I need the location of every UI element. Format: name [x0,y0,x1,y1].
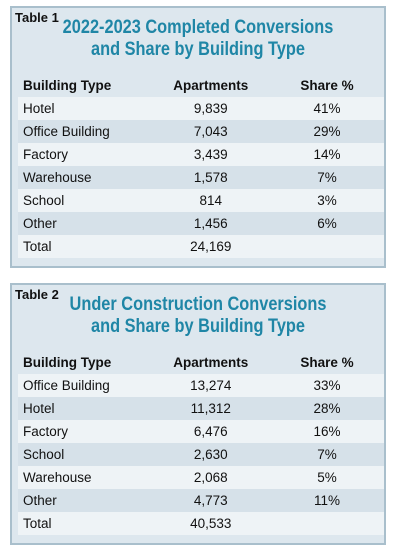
cell-building-type: Factory [18,420,152,443]
cell-apartments: 11,312 [151,397,271,420]
cell-share: 29% [270,120,384,143]
cell-apartments: 814 [151,189,271,212]
title-line-2: and Share by Building Type [91,316,305,337]
header-building-type: Building Type [18,74,152,97]
cell-apartments: 7,043 [151,120,271,143]
table-title: 2022-2023 Completed Conversions and Shar… [38,17,358,61]
cell-share: 33% [270,374,384,397]
cell-building-type: Office Building [18,374,152,397]
table-row: Other 1,456 6% [18,212,384,235]
cell-share: 6% [270,212,384,235]
cell-share: 7% [270,166,384,189]
table-tag: Table 1 [15,10,59,25]
total-label: Total [18,512,152,535]
table-row: Factory 3,439 14% [18,143,384,166]
cell-building-type: Hotel [18,97,152,120]
total-row: Total 40,533 [18,512,384,535]
cell-building-type: Office Building [18,120,152,143]
header-row: Building Type Apartments Share % [18,74,384,97]
cell-share: 5% [270,466,384,489]
cell-share: 7% [270,443,384,466]
title-line-1: 2022-2023 Completed Conversions [62,17,334,38]
table-tag: Table 2 [15,287,59,302]
cell-building-type: Hotel [18,397,152,420]
table-row: Office Building 13,274 33% [18,374,384,397]
cell-building-type: Warehouse [18,166,152,189]
conversion-table: Building Type Apartments Share % Office … [18,351,384,535]
cell-building-type: Warehouse [18,466,152,489]
header-apartments: Apartments [151,74,271,97]
cell-share: 3% [270,189,384,212]
cell-building-type: School [18,443,152,466]
table-row: Other 4,773 11% [18,489,384,512]
header-row: Building Type Apartments Share % [18,351,384,374]
cell-apartments: 6,476 [151,420,271,443]
cell-building-type: Factory [18,143,152,166]
cell-apartments: 1,578 [151,166,271,189]
header-apartments: Apartments [151,351,271,374]
table-row: Hotel 9,839 41% [18,97,384,120]
cell-apartments: 13,274 [151,374,271,397]
header-share: Share % [270,351,384,374]
total-share [270,512,384,535]
header-building-type: Building Type [18,351,152,374]
conversion-table: Building Type Apartments Share % Hotel 9… [18,74,384,258]
cell-apartments: 1,456 [151,212,271,235]
cell-share: 41% [270,97,384,120]
cell-building-type: Other [18,212,152,235]
table-1-panel: Table 1 2022-2023 Completed Conversions … [10,6,386,268]
table-2-panel: Table 2 Under Construction Conversions a… [10,283,386,545]
total-label: Total [18,235,152,258]
cell-share: 16% [270,420,384,443]
header-share: Share % [270,74,384,97]
title-line-1: Under Construction Conversions [69,294,327,315]
cell-apartments: 3,439 [151,143,271,166]
table-row: Hotel 11,312 28% [18,397,384,420]
total-row: Total 24,169 [18,235,384,258]
table-row: Warehouse 1,578 7% [18,166,384,189]
cell-building-type: Other [18,489,152,512]
cell-apartments: 2,068 [151,466,271,489]
table-row: Factory 6,476 16% [18,420,384,443]
cell-share: 11% [270,489,384,512]
cell-apartments: 9,839 [151,97,271,120]
table-row: School 814 3% [18,189,384,212]
total-share [270,235,384,258]
cell-apartments: 2,630 [151,443,271,466]
cell-share: 14% [270,143,384,166]
title-line-2: and Share by Building Type [91,39,305,60]
cell-apartments: 4,773 [151,489,271,512]
total-apartments: 40,533 [151,512,271,535]
table-row: Warehouse 2,068 5% [18,466,384,489]
table-row: School 2,630 7% [18,443,384,466]
table-title: Under Construction Conversions and Share… [38,294,358,338]
table-row: Office Building 7,043 29% [18,120,384,143]
cell-building-type: School [18,189,152,212]
total-apartments: 24,169 [151,235,271,258]
cell-share: 28% [270,397,384,420]
